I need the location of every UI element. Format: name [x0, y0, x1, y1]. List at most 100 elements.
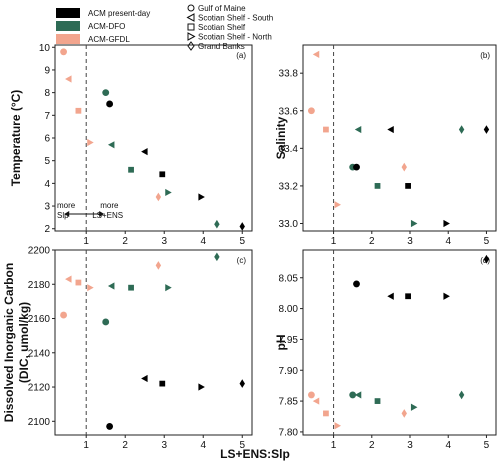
point-acm-dfo-scotian-shelf-south [107, 282, 115, 290]
y-tick-label: 5 [44, 156, 50, 167]
panel-tag: (b) [480, 51, 490, 60]
y-tick-label: 9 [44, 65, 50, 76]
point-acm-dfo-scotian-shelf-south [354, 125, 362, 134]
y-tick-label: 7.85 [279, 397, 299, 408]
panel-tag: (c) [237, 256, 247, 265]
legend-label-gulf-of-maine: Gulf of Maine [198, 4, 246, 13]
x-tick-label: 3 [161, 440, 167, 451]
y-tick-label: 7.95 [279, 335, 299, 346]
panel-b: 1 2 3 4 5 33.0 33.2 33.4 33.6 33.8 Salinity (b) [274, 44, 497, 247]
annotation-right: more [100, 201, 119, 210]
point-acm-gfdl-grand-banks [401, 409, 407, 418]
point-acm-present-day-scotian-shelf [405, 293, 411, 300]
legend-label-grand-banks: Grand Banks [198, 42, 245, 51]
legend-marker-gulf-of-maine [187, 4, 195, 12]
point-acm-gfdl-scotian-shelf [323, 410, 329, 417]
x-tick-label: 3 [407, 236, 413, 247]
x-tick-label: 3 [161, 236, 167, 247]
y-tick-label: 8.05 [279, 273, 299, 284]
y-tick-label: 7.90 [279, 366, 299, 377]
legend-label-scotian-shelf: Scotian Shelf [198, 23, 246, 32]
point-acm-present-day-gulf-of-maine [353, 163, 360, 171]
point-acm-dfo-scotian-shelf-north [410, 403, 418, 411]
annotation-arrowhead-left [64, 211, 70, 217]
point-acm-gfdl-scotian-shelf-north [87, 284, 94, 292]
point-acm-gfdl-gulf-of-maine [60, 48, 68, 56]
point-acm-gfdl-gulf-of-maine [307, 391, 315, 399]
y-tick-label: 33.2 [279, 181, 299, 192]
x-tick-label: 2 [369, 440, 375, 451]
point-acm-dfo-grand-banks [214, 252, 220, 262]
point-acm-present-day-scotian-shelf-south [387, 125, 394, 134]
y-tick-label: 3 [44, 202, 50, 213]
point-acm-dfo-grand-banks [458, 125, 465, 134]
point-acm-dfo-scotian-shelf-north [165, 284, 172, 292]
plot-frame [54, 249, 253, 436]
y-tick-label: 2180 [28, 280, 51, 291]
point-acm-gfdl-gulf-of-maine [60, 311, 68, 319]
point-acm-dfo-scotian-shelf-north [165, 188, 172, 197]
annotation-left: more [57, 201, 76, 210]
x-tick-label: 1 [83, 440, 89, 451]
point-acm-gfdl-scotian-shelf-south [312, 50, 320, 58]
legend-label-acm-gfdl: ACM-GFDL [88, 35, 130, 44]
x-tick-label: 4 [445, 440, 451, 451]
y-tick-label: 33.0 [279, 219, 299, 230]
y-tick-label: 2 [44, 224, 50, 235]
point-acm-gfdl-scotian-shelf-south [65, 275, 72, 283]
point-acm-gfdl-scotian-shelf [323, 126, 329, 133]
point-acm-gfdl-grand-banks [155, 261, 162, 270]
point-acm-present-day-grand-banks [483, 125, 490, 134]
point-acm-present-day-gulf-of-maine [353, 280, 360, 288]
x-tick-label: 2 [122, 440, 128, 451]
point-acm-dfo-grand-banks [214, 219, 220, 229]
plot-frame [302, 249, 497, 436]
y-tick-label: 33.4 [279, 144, 299, 155]
point-acm-dfo-scotian-shelf [128, 166, 134, 173]
legend-marker-scotian-shelf [187, 23, 195, 31]
y-tick-label: 8.00 [279, 304, 299, 315]
y-tick-label: 7.80 [279, 427, 299, 438]
point-acm-gfdl-scotian-shelf-south [65, 75, 72, 83]
y-axis-label: Salinity [274, 116, 288, 159]
point-acm-dfo-gulf-of-maine [102, 318, 110, 326]
point-acm-present-day-scotian-shelf-north [198, 383, 205, 391]
point-acm-gfdl-grand-banks [401, 162, 407, 172]
legend-label-acm-dfo: ACM-DFO [88, 22, 125, 31]
x-axis-label: LS+ENS:Slp [220, 447, 290, 461]
y-tick-label: 33.6 [279, 106, 299, 117]
legend-marker-grand-banks [187, 41, 195, 51]
panel-tag: (a) [236, 51, 246, 60]
y-tick-label: 4 [44, 179, 50, 190]
point-acm-gfdl-scotian-shelf [75, 107, 82, 114]
point-acm-dfo-scotian-shelf [128, 284, 134, 291]
y-tick-label: 8 [44, 88, 50, 99]
legend-swatch-acm-present-day [56, 8, 80, 18]
point-acm-dfo-gulf-of-maine [349, 391, 357, 399]
point-acm-dfo-scotian-shelf [374, 183, 381, 189]
point-acm-dfo-gulf-of-maine [102, 89, 110, 97]
y-axis-label: Dissolved Inorganic Carbon [2, 263, 16, 422]
legend: ACM present-day ACM-DFO ACM-GFDL Gulf of Ma… [56, 4, 273, 51]
x-tick-label: 4 [200, 236, 206, 247]
point-acm-present-day-grand-banks [239, 379, 245, 388]
point-acm-present-day-scotian-shelf [405, 183, 411, 189]
annotation-left: Slp [57, 211, 69, 220]
annotation-right: LS+ENS [92, 211, 123, 220]
y-axis-label: Temperature (°C) [9, 90, 23, 187]
point-acm-present-day-gulf-of-maine [106, 423, 114, 430]
plot-frame [54, 44, 253, 232]
x-tick-label: 4 [200, 440, 206, 451]
x-tick-label: 2 [122, 236, 128, 247]
y-tick-label: 2140 [28, 348, 51, 359]
point-acm-present-day-scotian-shelf-north [198, 193, 205, 201]
y-tick-label: 2160 [28, 314, 51, 325]
x-tick-label: 2 [369, 236, 375, 247]
x-tick-label: 5 [239, 440, 245, 451]
point-acm-dfo-grand-banks [458, 390, 465, 400]
point-acm-present-day-scotian-shelf-south [387, 292, 394, 300]
y-tick-label: 2120 [28, 383, 51, 394]
